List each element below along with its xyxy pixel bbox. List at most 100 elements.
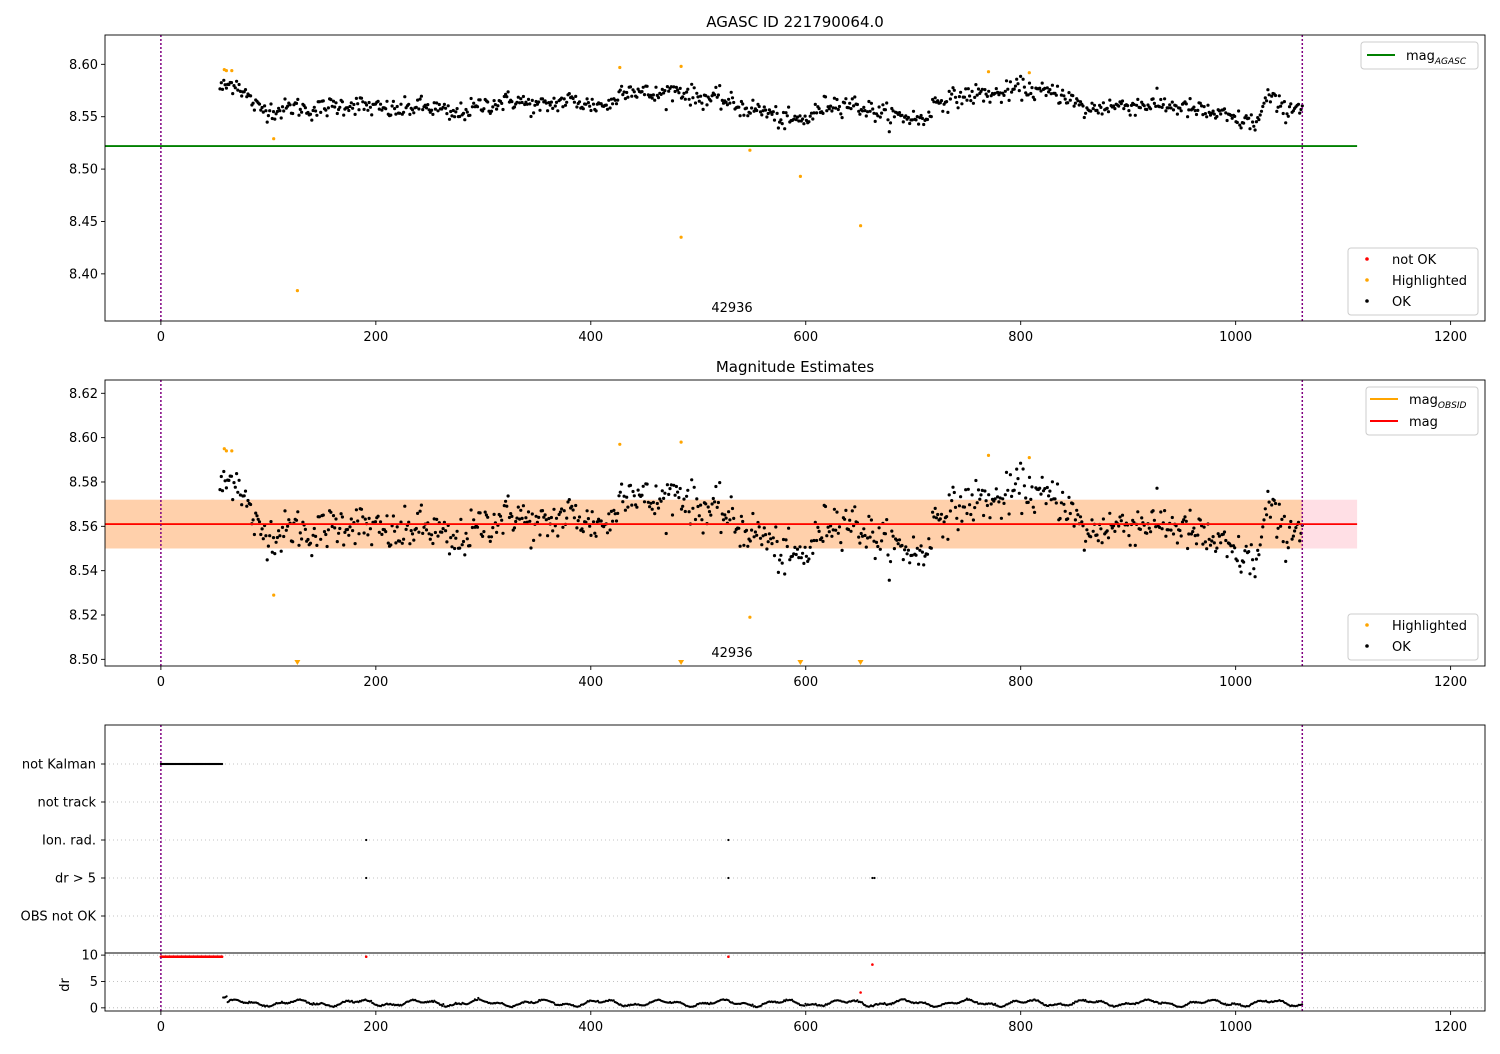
ok-point — [1054, 93, 1058, 97]
ok-point — [1261, 104, 1265, 109]
ok-point — [277, 106, 281, 110]
ok-point — [955, 100, 959, 105]
ok-point — [1140, 516, 1144, 520]
ok-point — [482, 530, 486, 534]
magnitude-panel: 0 200 400 600 800 1000 1200 8.50 8.52 8.54 8.56 8.5… — [69, 379, 1486, 690]
legend-not-ok-label: not OK — [1392, 253, 1437, 268]
ok-point — [237, 82, 241, 87]
dr-ok-point — [441, 1004, 444, 1008]
ok-point — [692, 485, 696, 489]
ok-point — [611, 102, 615, 106]
ok-point — [795, 115, 800, 119]
ok-point — [333, 105, 337, 109]
ok-point — [1289, 519, 1293, 524]
ok-point — [557, 512, 561, 517]
ok-point — [1059, 93, 1063, 97]
ok-point — [1259, 535, 1264, 539]
dr-ok-point — [804, 1002, 807, 1005]
panel2-xtick-label: 1000 — [1219, 675, 1252, 690]
ok-point — [520, 516, 524, 521]
ok-point — [611, 519, 615, 523]
ok-point — [512, 105, 517, 109]
ok-point — [1291, 109, 1295, 113]
flag-point — [365, 876, 368, 880]
highlighted-point — [1027, 71, 1031, 75]
flag-label: dr > 5 — [55, 872, 96, 887]
ok-point — [594, 534, 598, 538]
ok-point — [529, 114, 533, 119]
ok-point — [620, 482, 624, 486]
ok-point — [892, 547, 897, 551]
ok-point — [580, 527, 584, 531]
ok-point — [331, 99, 336, 103]
ok-point — [788, 558, 792, 562]
ok-point — [978, 497, 982, 501]
ok-point — [1122, 529, 1126, 533]
ok-point — [1016, 82, 1020, 86]
ok-point — [1090, 518, 1094, 522]
ok-point — [625, 495, 629, 499]
ok-point — [785, 114, 789, 118]
ok-point — [817, 107, 821, 111]
ok-point — [1277, 94, 1281, 98]
ok-point — [432, 517, 436, 521]
ok-point — [1193, 534, 1197, 538]
ok-point — [1267, 93, 1271, 97]
ok-point — [650, 507, 654, 511]
ok-point — [1122, 107, 1126, 111]
ok-point — [710, 502, 714, 506]
ok-point — [719, 107, 723, 111]
ok-point — [1282, 514, 1286, 519]
ok-point — [1048, 489, 1052, 493]
ok-point — [622, 494, 626, 498]
ok-point — [732, 100, 736, 105]
ok-point — [970, 89, 974, 93]
ok-point — [654, 85, 658, 89]
ok-point — [233, 86, 237, 90]
ok-point — [776, 126, 781, 130]
ok-point — [227, 478, 231, 482]
panel4-xtick-label: 600 — [793, 1020, 818, 1035]
ok-point — [915, 115, 919, 119]
ok-point — [335, 540, 339, 544]
ok-point — [1219, 541, 1223, 545]
ok-point — [368, 527, 372, 531]
ok-point — [970, 493, 974, 497]
ok-point — [706, 505, 710, 509]
ok-point — [1100, 541, 1104, 545]
ok-point — [449, 536, 453, 540]
ok-point — [914, 553, 918, 557]
ok-point — [1084, 111, 1088, 115]
ok-point — [588, 104, 592, 108]
ok-point — [650, 96, 654, 100]
ok-point — [521, 504, 526, 508]
ok-point — [774, 105, 778, 109]
ok-point — [812, 111, 816, 115]
ok-point — [999, 516, 1004, 520]
ok-point — [626, 95, 630, 99]
ok-point — [835, 97, 839, 102]
ok-point — [752, 535, 756, 539]
ok-point — [586, 517, 591, 521]
ok-point — [664, 108, 668, 112]
ok-point — [834, 528, 838, 532]
ok-point — [428, 537, 432, 541]
ok-point — [843, 517, 847, 521]
ok-point — [1007, 98, 1011, 102]
ok-point — [330, 104, 334, 108]
ok-point — [685, 494, 689, 498]
ok-point — [283, 97, 287, 101]
ok-point — [243, 88, 248, 92]
ok-point — [280, 105, 285, 109]
ok-point — [1135, 103, 1139, 107]
ok-point — [574, 503, 578, 508]
ok-point — [533, 103, 537, 107]
ok-point — [1084, 539, 1088, 543]
ok-point — [994, 487, 998, 491]
ok-point — [887, 578, 891, 582]
ok-point — [900, 543, 904, 548]
ok-point — [932, 100, 936, 104]
ok-point — [251, 101, 255, 105]
ok-point — [1038, 86, 1042, 90]
ok-point — [317, 515, 321, 519]
